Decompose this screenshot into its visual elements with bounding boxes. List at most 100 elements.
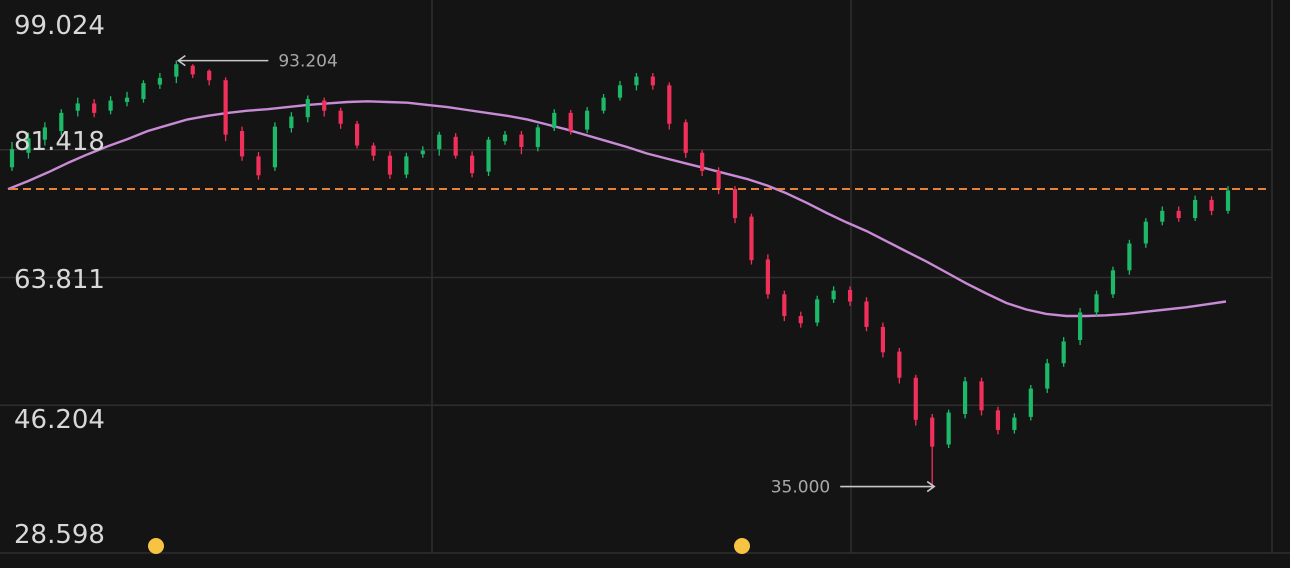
candle-body <box>1193 199 1198 219</box>
candle-up <box>404 152 409 179</box>
candle-up <box>962 376 968 419</box>
candle-down <box>1209 196 1214 216</box>
candle-body <box>667 85 672 124</box>
candle-body <box>453 136 458 156</box>
candle-body <box>1209 199 1214 211</box>
candle-up <box>1061 337 1066 367</box>
candle-body <box>765 259 770 295</box>
candle-down <box>470 151 475 178</box>
candle-body <box>585 110 590 130</box>
grid-lines <box>0 0 1290 554</box>
candle-up <box>1160 206 1165 226</box>
candle-up <box>1094 290 1099 317</box>
candle-body <box>880 326 886 353</box>
candles-layer <box>9 60 1231 487</box>
candle-down <box>371 142 376 161</box>
candle-down <box>782 290 787 322</box>
annotations-layer: 93.204 35.000 <box>176 52 936 498</box>
candle-body <box>1094 294 1099 313</box>
candle-down <box>223 77 228 142</box>
candle-body <box>782 294 787 317</box>
candle-body <box>962 381 968 414</box>
candle-body <box>831 290 836 300</box>
candle-up <box>535 124 540 152</box>
candle-down <box>847 286 853 306</box>
arrow-left-icon <box>176 54 186 67</box>
candle-up <box>585 107 590 134</box>
candle-body <box>995 410 1001 430</box>
candle-body <box>124 97 130 102</box>
candle-body <box>207 70 212 81</box>
y-tick-label: 63.811 <box>14 265 105 295</box>
candle-body <box>1160 210 1165 222</box>
candle-body <box>1078 312 1083 340</box>
candle-up <box>272 122 278 171</box>
candle-down <box>700 149 705 176</box>
candle-body <box>519 134 524 147</box>
candle-down <box>683 119 688 158</box>
candle-body <box>847 289 853 302</box>
candle-up <box>1028 384 1033 421</box>
candle-down <box>667 82 672 130</box>
candle-body <box>552 112 557 129</box>
candle-body <box>683 122 688 153</box>
candle-down <box>453 133 458 159</box>
y-tick-label: 81.418 <box>14 127 105 157</box>
moving-average-line <box>7 100 1227 318</box>
candle-body <box>272 126 278 168</box>
y-tick-label: 46.204 <box>14 405 105 435</box>
candle-body <box>420 150 425 155</box>
candle-up <box>634 72 639 91</box>
candle-down <box>979 377 984 416</box>
candle-body <box>732 189 738 219</box>
candle-body <box>338 110 343 124</box>
candle-body <box>404 156 409 175</box>
candle-up <box>437 131 442 156</box>
candle-body <box>634 76 639 86</box>
candle-down <box>239 126 245 161</box>
candle-up <box>9 141 15 171</box>
candle-up <box>305 95 310 123</box>
candle-body <box>1061 341 1066 364</box>
event-marker-dot <box>734 538 750 554</box>
candle-body <box>256 156 261 176</box>
candle-body <box>26 138 31 153</box>
candle-up <box>124 91 130 107</box>
candle-body <box>1012 417 1017 430</box>
low-price-annotation: 35.000 <box>771 478 936 498</box>
candle-down <box>749 213 754 265</box>
y-axis-labels: 99.024 81.418 63.811 46.204 28.598 <box>14 11 105 550</box>
candle-body <box>190 65 195 75</box>
candle-up <box>486 136 491 176</box>
annotation-label: 35.000 <box>771 478 830 498</box>
candle-body <box>174 64 179 77</box>
y-tick-label: 99.024 <box>14 11 105 41</box>
candle-down <box>207 69 212 86</box>
candle-body <box>437 134 442 150</box>
candle-body <box>305 99 310 118</box>
candle-down <box>387 151 393 179</box>
candle-body <box>75 103 80 111</box>
candle-up <box>1143 218 1148 248</box>
candle-body <box>92 103 97 113</box>
candle-body <box>716 170 721 190</box>
candle-body <box>289 116 294 129</box>
candle-body <box>1028 388 1033 417</box>
candle-down <box>650 72 655 90</box>
candle-down <box>798 311 803 328</box>
candle-body <box>354 123 360 146</box>
candle-down <box>354 120 360 149</box>
candle-body <box>601 97 606 111</box>
candle-body <box>387 155 393 175</box>
candle-up <box>174 60 179 84</box>
candle-body <box>930 417 935 447</box>
candle-body <box>141 83 146 100</box>
candle-body <box>9 149 15 168</box>
candle-body <box>239 131 245 157</box>
candle-body <box>617 85 623 98</box>
candle-up <box>59 109 64 136</box>
candle-body <box>535 127 540 147</box>
candle-body <box>1045 363 1050 389</box>
candle-body <box>1143 221 1148 244</box>
